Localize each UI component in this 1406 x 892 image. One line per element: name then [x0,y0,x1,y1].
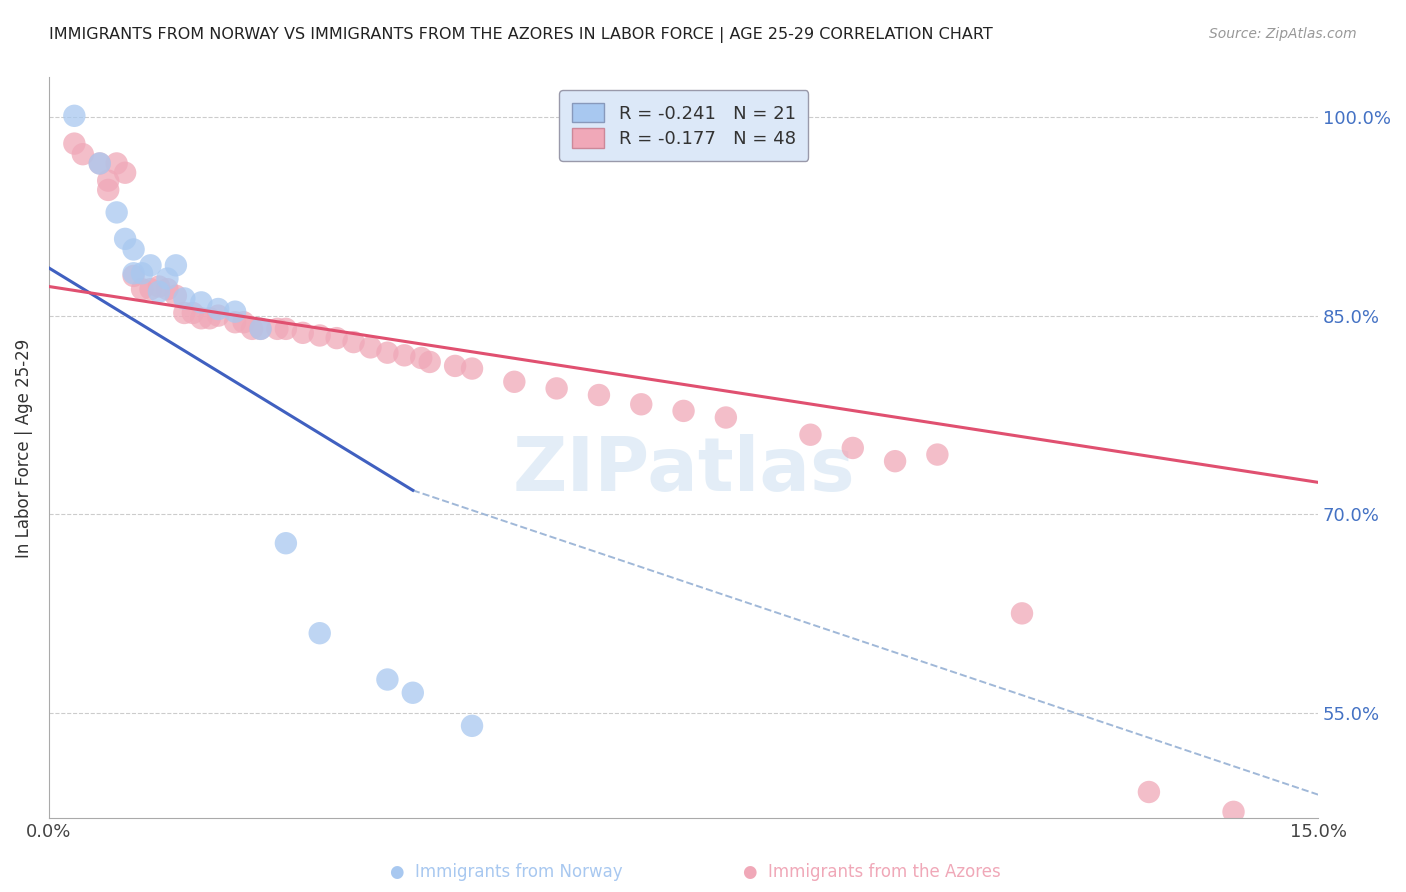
Point [232,315,254,329]
Point [419,355,441,369]
Point [546,381,568,395]
Point [224,304,246,318]
Point [884,454,907,468]
Point [799,427,821,442]
Text: IMMIGRANTS FROM NORWAY VS IMMIGRANTS FROM THE AZORES IN LABOR FORCE | AGE 25-29 : IMMIGRANTS FROM NORWAY VS IMMIGRANTS FRO… [49,27,993,43]
Point [165,258,187,272]
Point [377,673,399,687]
Point [181,306,204,320]
Point [411,351,433,365]
Point [266,322,288,336]
Point [1011,607,1033,621]
Point [131,266,153,280]
Point [114,166,136,180]
Point [342,335,364,350]
Point [1137,785,1160,799]
Point [114,232,136,246]
Point [122,266,145,280]
Point [461,361,484,376]
Point [63,109,86,123]
Point [308,328,330,343]
Text: ●  Immigrants from the Azores: ● Immigrants from the Azores [742,863,1001,881]
Point [190,311,212,326]
Point [173,306,195,320]
Point [207,309,229,323]
Point [173,292,195,306]
Point [156,271,179,285]
Point [63,136,86,151]
Point [630,397,652,411]
Point [148,279,170,293]
Point [249,322,271,336]
Point [461,719,484,733]
Legend: R = -0.241   N = 21, R = -0.177   N = 48: R = -0.241 N = 21, R = -0.177 N = 48 [560,90,808,161]
Point [72,147,94,161]
Point [444,359,467,373]
Point [165,289,187,303]
Text: ●  Immigrants from Norway: ● Immigrants from Norway [389,863,623,881]
Point [139,258,162,272]
Point [97,174,120,188]
Point [274,536,297,550]
Point [588,388,610,402]
Point [198,311,221,326]
Point [156,282,179,296]
Point [105,156,128,170]
Point [394,348,416,362]
Point [325,331,347,345]
Point [190,295,212,310]
Point [377,345,399,359]
Point [207,301,229,316]
Point [122,268,145,283]
Point [927,448,949,462]
Point [714,410,737,425]
Point [89,156,111,170]
Point [139,282,162,296]
Text: Source: ZipAtlas.com: Source: ZipAtlas.com [1209,27,1357,41]
Point [503,375,526,389]
Point [122,243,145,257]
Point [131,282,153,296]
Point [148,285,170,299]
Point [249,322,271,336]
Point [240,322,263,336]
Point [308,626,330,640]
Point [89,156,111,170]
Point [224,315,246,329]
Point [672,404,695,418]
Point [97,183,120,197]
Point [274,322,297,336]
Point [1222,805,1244,819]
Point [291,326,314,340]
Point [842,441,865,455]
Text: ZIPatlas: ZIPatlas [512,434,855,507]
Point [360,340,382,354]
Point [402,686,425,700]
Y-axis label: In Labor Force | Age 25-29: In Labor Force | Age 25-29 [15,338,32,558]
Point [105,205,128,219]
